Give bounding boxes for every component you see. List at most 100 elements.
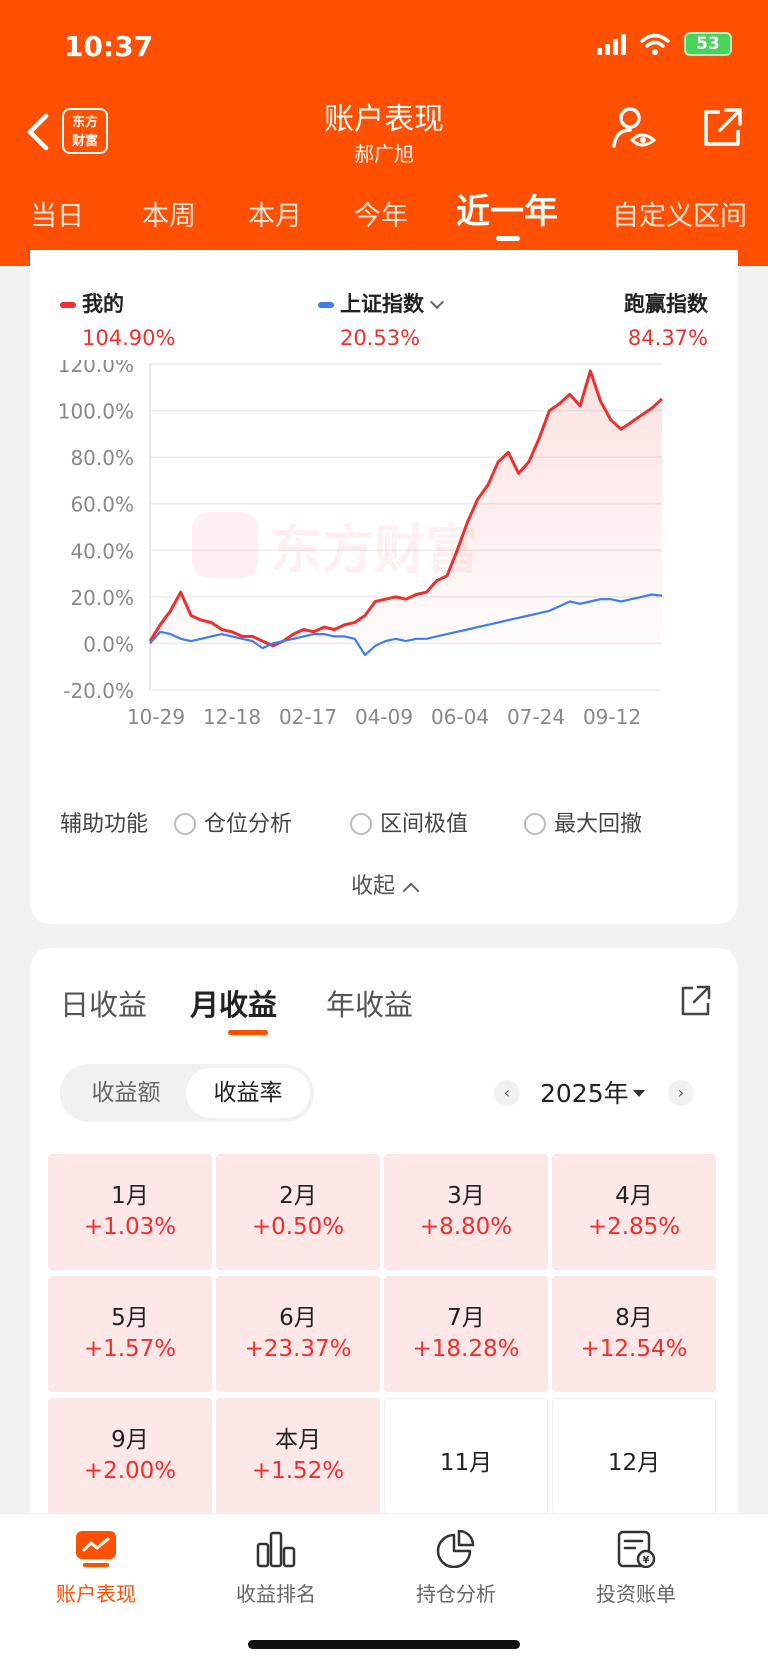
- radio-icon: [350, 813, 372, 835]
- tab-returns-ranking-label: 收益排名: [236, 1582, 316, 1606]
- chevron-up-icon: [402, 882, 420, 900]
- cellular-signal-icon: [597, 33, 626, 55]
- month-return-value: +8.80%: [419, 1214, 513, 1240]
- option-position-analysis-label: 仓位分析: [204, 812, 293, 837]
- account-name: 郝广旭: [354, 142, 414, 166]
- month-name: 4月: [615, 1183, 653, 1209]
- x-tick-label: 12-18: [203, 705, 261, 729]
- nav-bar: 东方 财富 账户表现 郝广旭: [0, 90, 768, 170]
- wifi-icon: [640, 33, 670, 55]
- year-picker: ‹ 2025年 ›: [494, 1064, 694, 1122]
- performance-line-chart[interactable]: 120.0% 100.0% 80.0% 60.0% 40.0% 20.0% 0.0% -20.…: [30, 360, 738, 1020]
- status-time: 10:37: [64, 30, 154, 63]
- export-icon[interactable]: [678, 984, 712, 1018]
- tab-investment-bill-label: 投资账单: [596, 1582, 676, 1606]
- share-icon[interactable]: [700, 106, 744, 150]
- chart-monitor-icon: [76, 1531, 116, 1567]
- bill-icon: ¥: [617, 1530, 656, 1568]
- tab-holdings-analysis[interactable]: 持仓分析: [360, 1530, 552, 1607]
- series-area-mine: [150, 371, 662, 646]
- next-year-chevron-icon[interactable]: ›: [668, 1080, 694, 1106]
- month-cell[interactable]: 8月 +12.54%: [552, 1276, 716, 1392]
- month-name: 7月: [447, 1305, 485, 1331]
- collapse-label: 收起: [350, 874, 395, 899]
- svg-text:¥: ¥: [643, 1555, 650, 1566]
- tab-account-performance[interactable]: 账户表现: [0, 1530, 192, 1607]
- legend-index-value: 20.53%: [340, 326, 421, 350]
- month-cell[interactable]: 2月 +0.50%: [216, 1154, 380, 1270]
- month-cell[interactable]: 3月 +8.80%: [384, 1154, 548, 1270]
- collapse-button[interactable]: 收起: [30, 868, 738, 900]
- month-cell[interactable]: 12月: [552, 1398, 716, 1514]
- legend-mine-value: 104.90%: [82, 326, 176, 350]
- x-tick-label: 04-09: [355, 705, 413, 729]
- prev-year-chevron-icon[interactable]: ‹: [494, 1080, 520, 1106]
- bar-chart-icon: [256, 1531, 296, 1568]
- series-line-index: [149, 593, 663, 657]
- x-tick-label: 10-29: [127, 705, 185, 729]
- month-cell[interactable]: 4月 +2.85%: [552, 1154, 716, 1270]
- option-range-extremes-label: 区间极值: [380, 812, 469, 837]
- month-return-value: +18.28%: [412, 1336, 520, 1362]
- app-header: 10:37 53 东方 财富 账户表现 郝广旭: [0, 0, 768, 266]
- month-name: 2月: [279, 1183, 317, 1209]
- y-tick-label: 120.0%: [58, 360, 134, 377]
- option-range-extremes[interactable]: 区间极值: [350, 806, 468, 838]
- legend-beat-value: 84.37%: [627, 326, 708, 350]
- pie-chart-icon: [436, 1530, 475, 1568]
- series-line-mine: [148, 369, 664, 648]
- y-tick-label: 80.0%: [70, 446, 134, 470]
- option-position-analysis[interactable]: 仓位分析: [174, 806, 292, 838]
- watermark-logo-icon: [192, 512, 258, 578]
- x-tick-label: 02-17: [279, 705, 337, 729]
- month-return-value: +2.00%: [83, 1458, 177, 1484]
- tab-monthly-returns[interactable]: 月收益: [190, 988, 278, 1022]
- legend-index[interactable]: 上证指数: [318, 288, 445, 318]
- y-tick-label: 0.0%: [83, 632, 134, 656]
- month-cell[interactable]: 7月 +18.28%: [384, 1276, 548, 1392]
- home-indicator: [248, 1640, 520, 1649]
- toggle-amount[interactable]: 收益额: [91, 1080, 161, 1106]
- legend-mine: 我的: [60, 288, 124, 318]
- month-cell[interactable]: 1月 +1.03%: [48, 1154, 212, 1270]
- tab-this-week[interactable]: 本周: [142, 201, 196, 232]
- tab-this-month[interactable]: 本月: [248, 201, 302, 232]
- back-arrow-icon[interactable]: [24, 112, 54, 152]
- period-tab-indicator: [228, 1030, 268, 1035]
- year-select[interactable]: 2025年: [540, 1074, 645, 1110]
- toggle-rate[interactable]: 收益率: [186, 1068, 310, 1118]
- tab-returns-ranking[interactable]: 收益排名: [180, 1530, 372, 1607]
- watermark-text: 东方财富: [270, 521, 478, 581]
- month-cell[interactable]: 11月: [384, 1398, 548, 1514]
- active-tab-indicator: [496, 236, 520, 241]
- month-cell[interactable]: 6月 +23.37%: [216, 1276, 380, 1392]
- logo-line-2: 财富: [71, 134, 98, 149]
- radio-icon: [174, 813, 196, 835]
- month-return-value: +1.52%: [251, 1458, 345, 1484]
- performance-chart-card: 我的 104.90% 上证指数 20.53% 跑赢指数 84.37% 120.0…: [30, 250, 738, 924]
- bottom-tab-bar: 账户表现 收益排名 持仓分析 ¥ 投资账单: [0, 1513, 768, 1663]
- tab-daily-returns[interactable]: 日收益: [60, 988, 148, 1022]
- month-cell[interactable]: 9月 +2.00%: [48, 1398, 212, 1514]
- tab-today[interactable]: 当日: [30, 201, 84, 232]
- month-name: 12月: [607, 1450, 661, 1476]
- aux-label: 辅助功能: [60, 812, 149, 837]
- tab-past-year[interactable]: 近一年: [456, 192, 558, 232]
- eastmoney-logo: 东方 财富: [62, 108, 108, 154]
- month-cell[interactable]: 5月 +1.57%: [48, 1276, 212, 1392]
- month-cell[interactable]: 本月 +1.52%: [216, 1398, 380, 1514]
- legend-index-label: 上证指数: [340, 292, 424, 316]
- tab-custom-range[interactable]: 自定义区间: [612, 201, 747, 232]
- user-privacy-icon[interactable]: [610, 104, 656, 150]
- tab-investment-bill[interactable]: ¥ 投资账单: [540, 1530, 732, 1607]
- tab-yearly-returns[interactable]: 年收益: [326, 988, 414, 1022]
- month-name: 8月: [615, 1305, 653, 1331]
- month-name: 9月: [111, 1427, 149, 1453]
- option-max-drawdown[interactable]: 最大回撤: [524, 806, 642, 838]
- tab-this-year[interactable]: 今年: [354, 201, 408, 232]
- month-return-value: +23.37%: [244, 1336, 352, 1362]
- month-name: 1月: [111, 1183, 149, 1209]
- legend-mine-label: 我的: [82, 292, 124, 316]
- x-tick-label: 07-24: [507, 705, 565, 729]
- logo-line-1: 东方: [71, 115, 98, 130]
